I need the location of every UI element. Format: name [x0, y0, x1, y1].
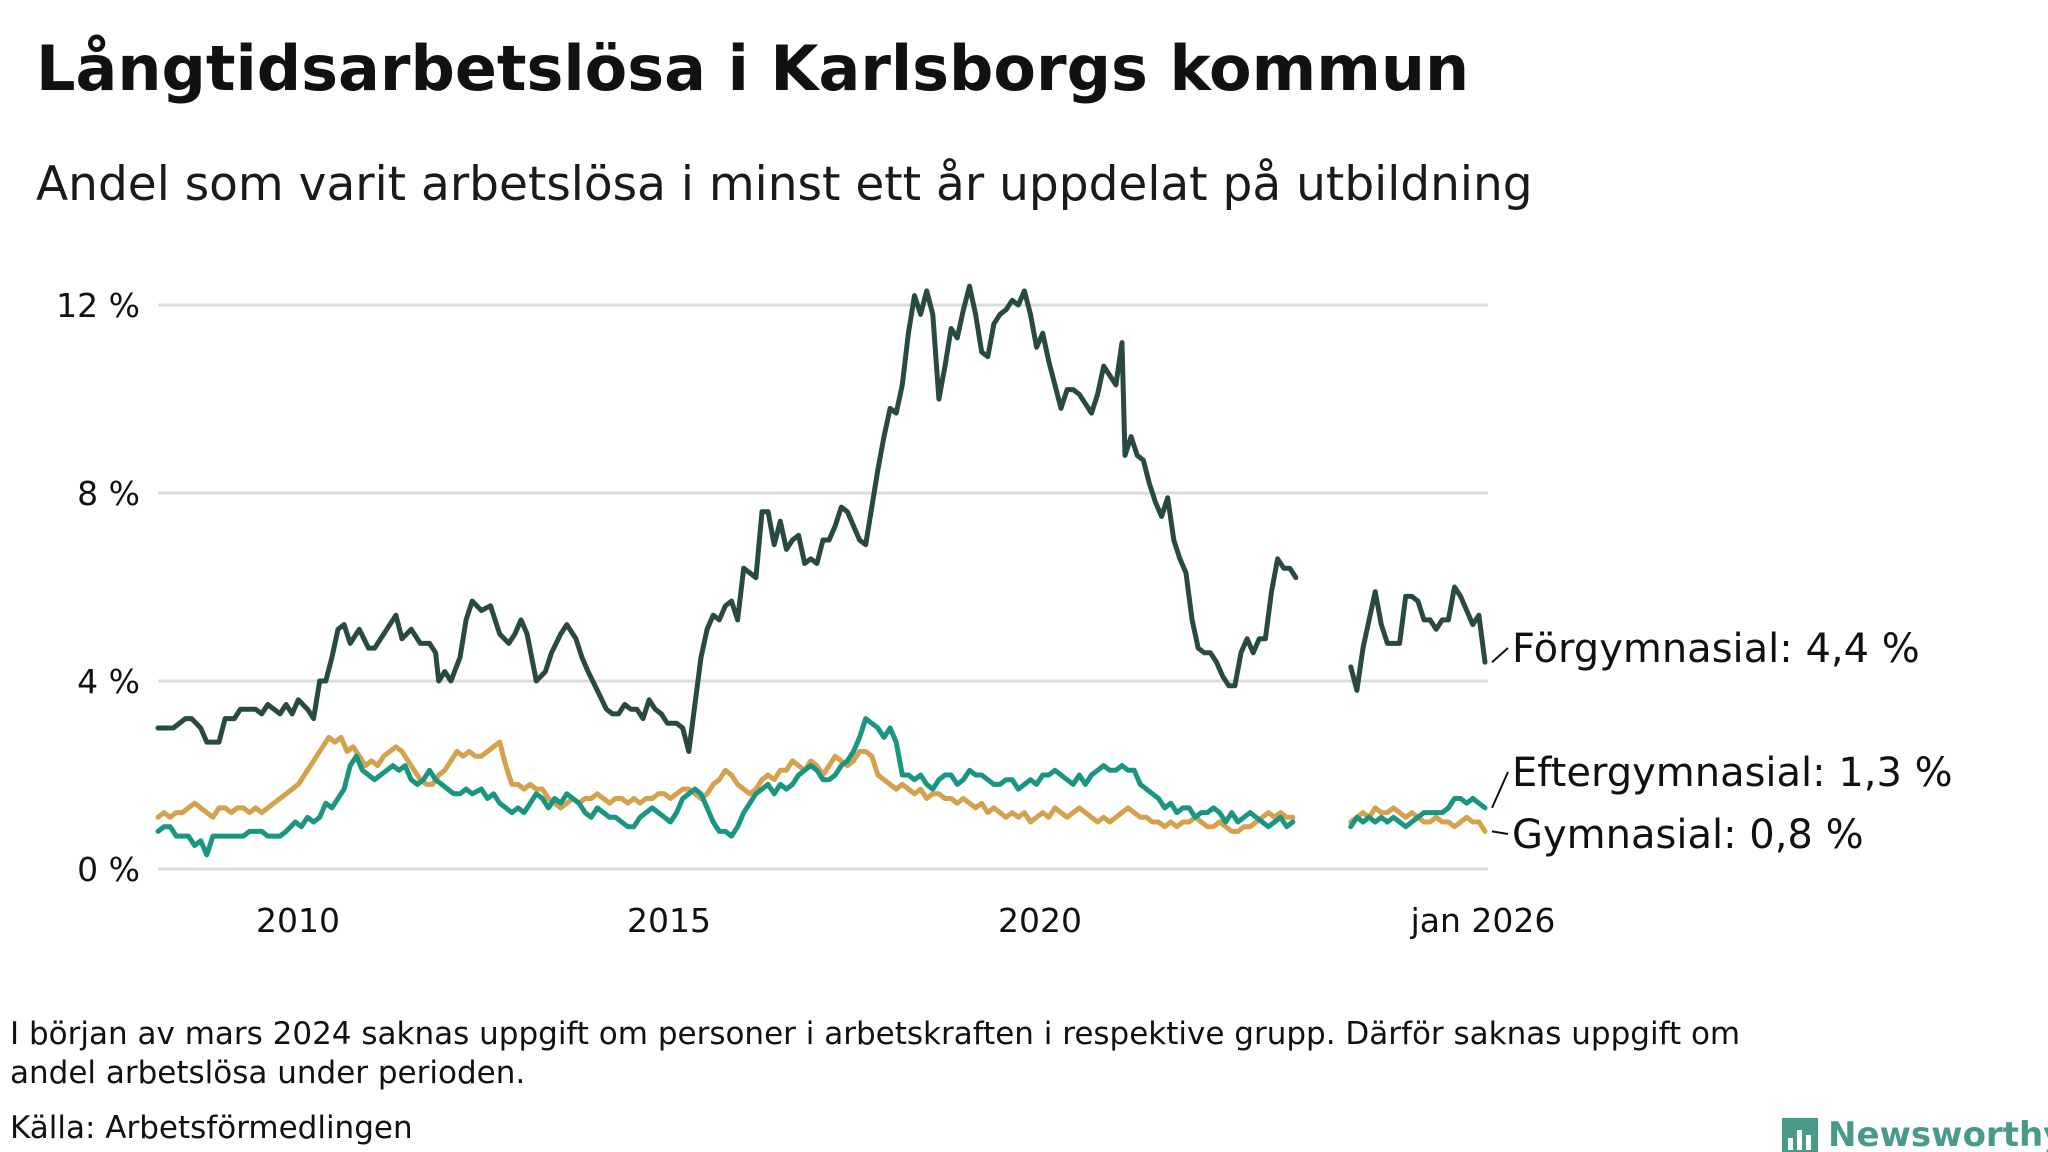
series-line-gymnasial [155, 734, 1488, 834]
x-tick-label: 2020 [998, 901, 1082, 940]
label-leader [1491, 830, 1509, 835]
y-tick-label: 8 % [77, 474, 140, 513]
x-tick-label: 2015 [627, 901, 711, 940]
y-tick-label: 0 % [77, 850, 140, 889]
y-tick-label: 4 % [77, 662, 140, 701]
series-labels: Förgymnasial: 4,4 % Eftergymnasial: 1,3 %… [1491, 626, 1953, 858]
footnote-line-2: andel arbetslösa under perioden. [10, 1055, 525, 1091]
chart-title: Långtidsarbetslösa i Karlsborgs kommun [36, 32, 1469, 105]
chart-subtitle: Andel som varit arbetslösa i minst ett å… [36, 157, 1533, 212]
newsworthy-logo[interactable]: Newsworthy [1782, 1115, 2048, 1152]
x-tick-label: 2010 [256, 901, 340, 940]
series-line-förgymnasial [155, 283, 1488, 754]
series-end-label: Gymnasial: 0,8 % [1512, 812, 1864, 858]
label-leader [1491, 771, 1509, 809]
series-end-label: Förgymnasial: 4,4 % [1512, 626, 1920, 672]
series-lines [155, 283, 1488, 858]
footnote-line-1: I början av mars 2024 saknas uppgift om … [10, 1016, 1740, 1052]
y-tick-label: 12 % [56, 286, 140, 325]
label-leader [1491, 647, 1509, 663]
brand-name: Newsworthy [1828, 1115, 2048, 1152]
gridlines [158, 303, 1488, 871]
series-end-label: Eftergymnasial: 1,3 % [1512, 750, 1953, 796]
y-axis: 0 % 4 % 8 % 12 % [56, 286, 140, 889]
bar-chart-icon [1782, 1118, 1818, 1152]
source-note: Källa: Arbetsförmedlingen [10, 1110, 413, 1146]
series-line-eftergymnasial [155, 716, 1488, 858]
x-tick-label: jan 2026 [1410, 901, 1556, 940]
x-axis: 2010 2015 2020 jan 2026 [256, 901, 1555, 940]
